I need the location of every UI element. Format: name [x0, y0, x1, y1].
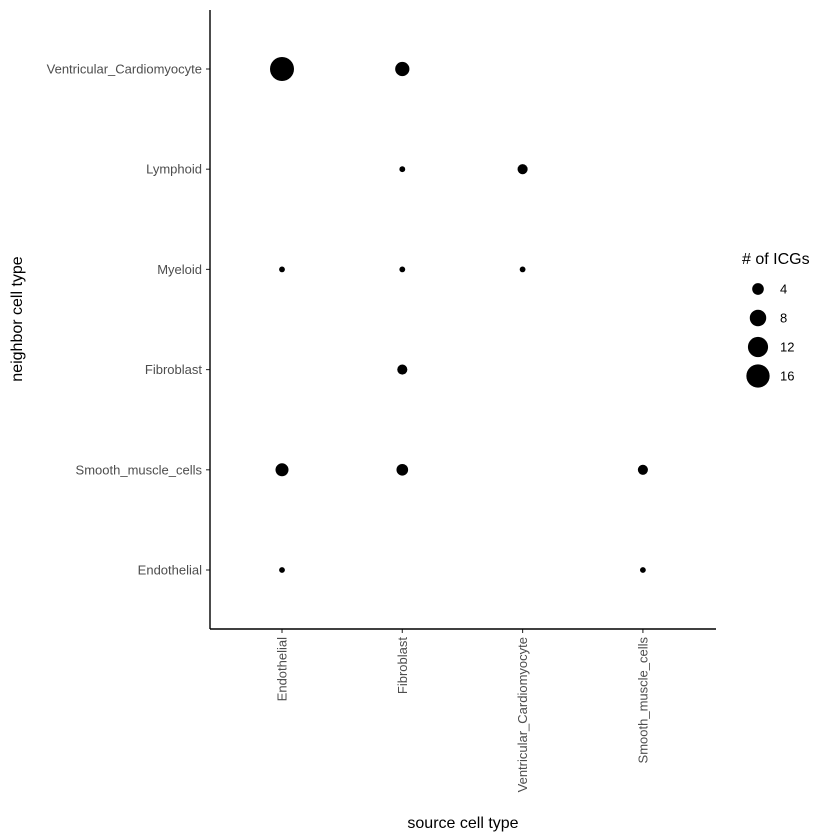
data-point [395, 61, 410, 77]
data-point [279, 266, 285, 273]
y-tick-label: Myeloid [157, 262, 202, 277]
x-axis-ticks: Endothelial Fibroblast Ventricular_Cardiom… [275, 629, 650, 792]
legend-key [746, 364, 770, 388]
data-point [517, 164, 528, 175]
y-tick-label: Smooth_muscle_cells [76, 462, 203, 477]
data-point [519, 266, 526, 273]
x-tick-label: Fibroblast [395, 637, 410, 694]
y-tick-label: Lymphoid [146, 162, 202, 177]
legend-label: 8 [780, 311, 787, 326]
data-point [275, 463, 289, 477]
legend-label: 12 [780, 340, 794, 355]
data-point [637, 464, 648, 475]
y-tick-label: Ventricular_Cardiomyocyte [47, 62, 202, 77]
legend-key [749, 309, 767, 327]
x-axis-title: source cell type [407, 815, 518, 832]
data-point [399, 266, 406, 273]
data-point [396, 463, 409, 476]
y-axis-title: neighbor cell type [9, 256, 26, 382]
data-point [397, 364, 408, 375]
y-axis-ticks: Endothelial Smooth_muscle_cells Fibroblast… [47, 62, 210, 578]
x-tick-label: Endothelial [275, 637, 290, 701]
y-tick-label: Fibroblast [145, 362, 202, 377]
x-tick-label: Smooth_muscle_cells [635, 637, 650, 764]
data-points [270, 57, 648, 573]
legend-key [747, 336, 769, 358]
legend-label: 16 [780, 369, 794, 384]
x-tick-label: Ventricular_Cardiomyocyte [515, 637, 530, 792]
size-legend: # of ICGs 4 8 12 16 [742, 251, 810, 388]
legend-key [752, 283, 764, 295]
data-point [279, 567, 285, 573]
legend-label: 4 [780, 282, 787, 297]
data-point [270, 57, 294, 81]
legend-title: # of ICGs [742, 251, 810, 268]
data-point [399, 166, 406, 173]
data-point [639, 567, 646, 573]
y-tick-label: Endothelial [138, 563, 202, 578]
